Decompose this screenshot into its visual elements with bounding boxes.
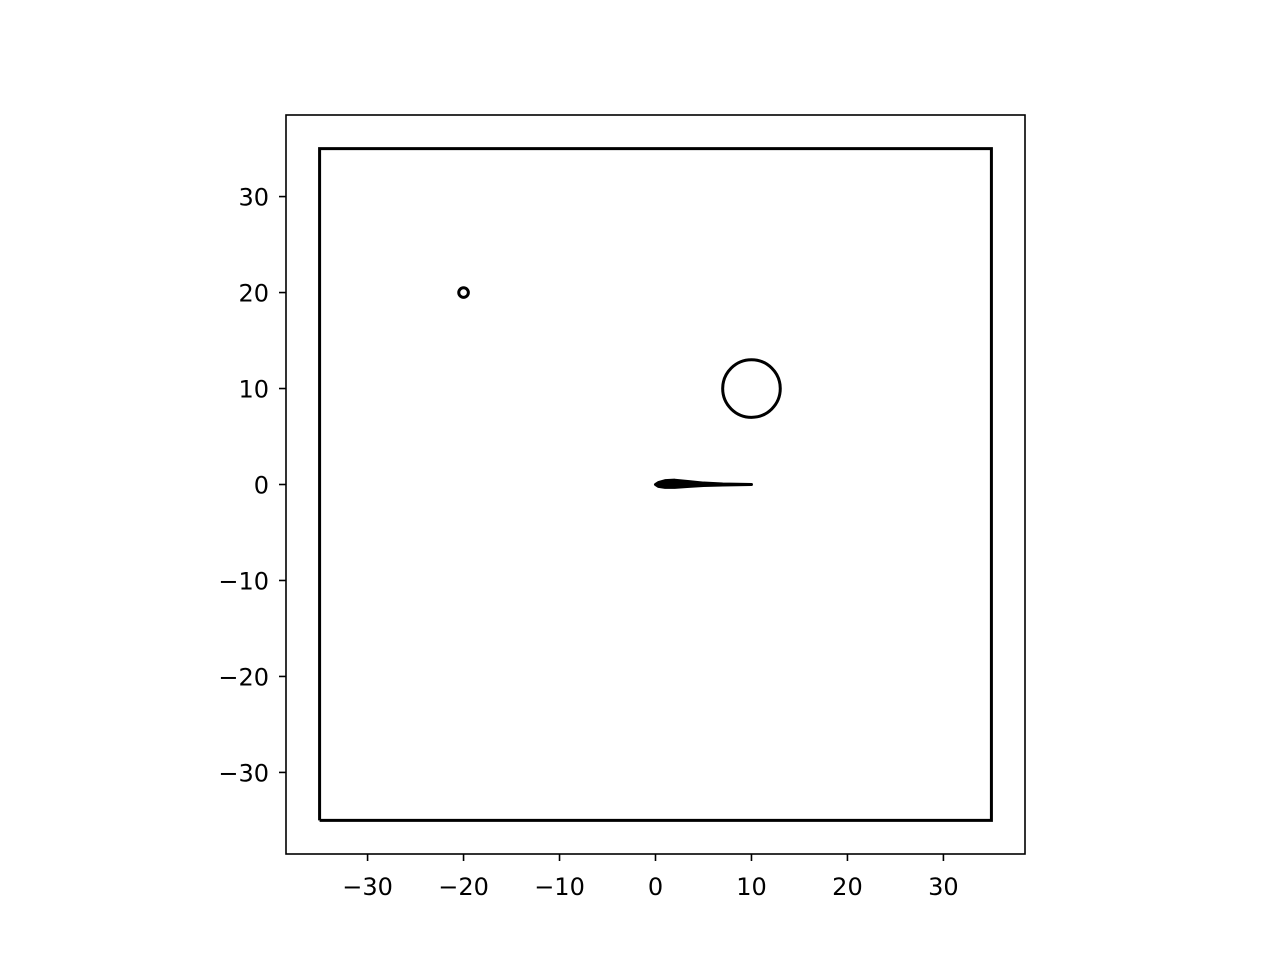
y-tick-label: 20 — [238, 280, 269, 308]
x-tick-label: 30 — [928, 873, 959, 901]
large-circle — [721, 358, 782, 419]
x-tick-label: −20 — [438, 873, 489, 901]
airfoil-shape — [654, 478, 753, 489]
x-tick-label: 10 — [736, 873, 767, 901]
y-tick-label: 10 — [238, 376, 269, 404]
boundary-square — [318, 147, 993, 822]
y-tick-label: 30 — [238, 184, 269, 212]
x-tick-label: −30 — [342, 873, 393, 901]
x-tick-label: −10 — [534, 873, 585, 901]
x-tick-label: 0 — [648, 873, 663, 901]
y-tick-label: −30 — [218, 759, 269, 787]
x-tick-label: 20 — [832, 873, 863, 901]
small-circle — [457, 286, 470, 299]
y-tick-label: −20 — [218, 663, 269, 691]
y-axis: −30 −20 −10 0 10 20 30 — [218, 184, 286, 787]
y-tick-label: 0 — [254, 472, 269, 500]
shapes-layer — [318, 147, 993, 822]
x-axis: −30 −20 −10 0 10 20 30 — [342, 854, 959, 901]
y-tick-label: −10 — [218, 567, 269, 595]
